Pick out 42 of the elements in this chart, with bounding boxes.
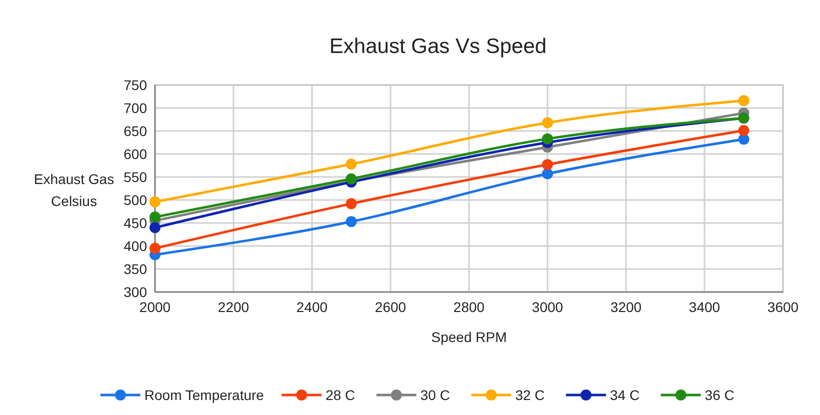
x-tick-label: 3600 [767, 299, 799, 315]
point [346, 173, 357, 184]
x-tick-label: 2000 [139, 299, 171, 315]
x-tick-label: 2600 [374, 299, 406, 315]
y-tick-label: 750 [124, 76, 148, 93]
x-axis-title: Speed RPM [431, 329, 507, 345]
point [346, 158, 357, 170]
legend-label: 28 C [326, 386, 356, 403]
point [542, 117, 553, 128]
point [150, 242, 160, 254]
y-tick-label: 400 [124, 238, 148, 254]
legend-label: 30 C [420, 386, 450, 403]
point [150, 196, 160, 208]
x-tick-label: 2400 [296, 299, 328, 315]
point [150, 212, 160, 223]
y-axis-title: Exhaust Gas Celsius [34, 171, 114, 209]
x-tick-label: 3000 [532, 299, 564, 315]
x-tick-label: 3400 [688, 299, 720, 315]
y-tick-label: 550 [124, 168, 148, 185]
y-tick-label: 300 [124, 284, 148, 300]
point [542, 133, 553, 144]
y-tick-label: 600 [124, 146, 148, 162]
y-tick-label: 650 [124, 122, 148, 139]
legend-label: 36 C [704, 386, 734, 403]
x-tick-label: 2800 [453, 299, 485, 315]
x-tick-label: 2200 [218, 299, 250, 315]
point [738, 95, 750, 106]
point [346, 198, 357, 210]
point [542, 168, 553, 180]
y-tick-label: 350 [124, 260, 148, 277]
y-tick-label: 700 [124, 100, 148, 116]
point [346, 216, 357, 228]
chart-title: Exhaust Gas Vs Speed [329, 35, 547, 58]
y-tick-label: 450 [124, 214, 148, 231]
legend-label: Room Temperature [144, 386, 264, 403]
point [542, 159, 553, 170]
point [150, 222, 160, 234]
x-tick-label: 3200 [610, 299, 642, 315]
point [738, 125, 750, 136]
legend-label: 34 C [610, 386, 640, 403]
y-tick-label: 500 [124, 192, 148, 208]
legend-label: 32 C [515, 386, 545, 403]
